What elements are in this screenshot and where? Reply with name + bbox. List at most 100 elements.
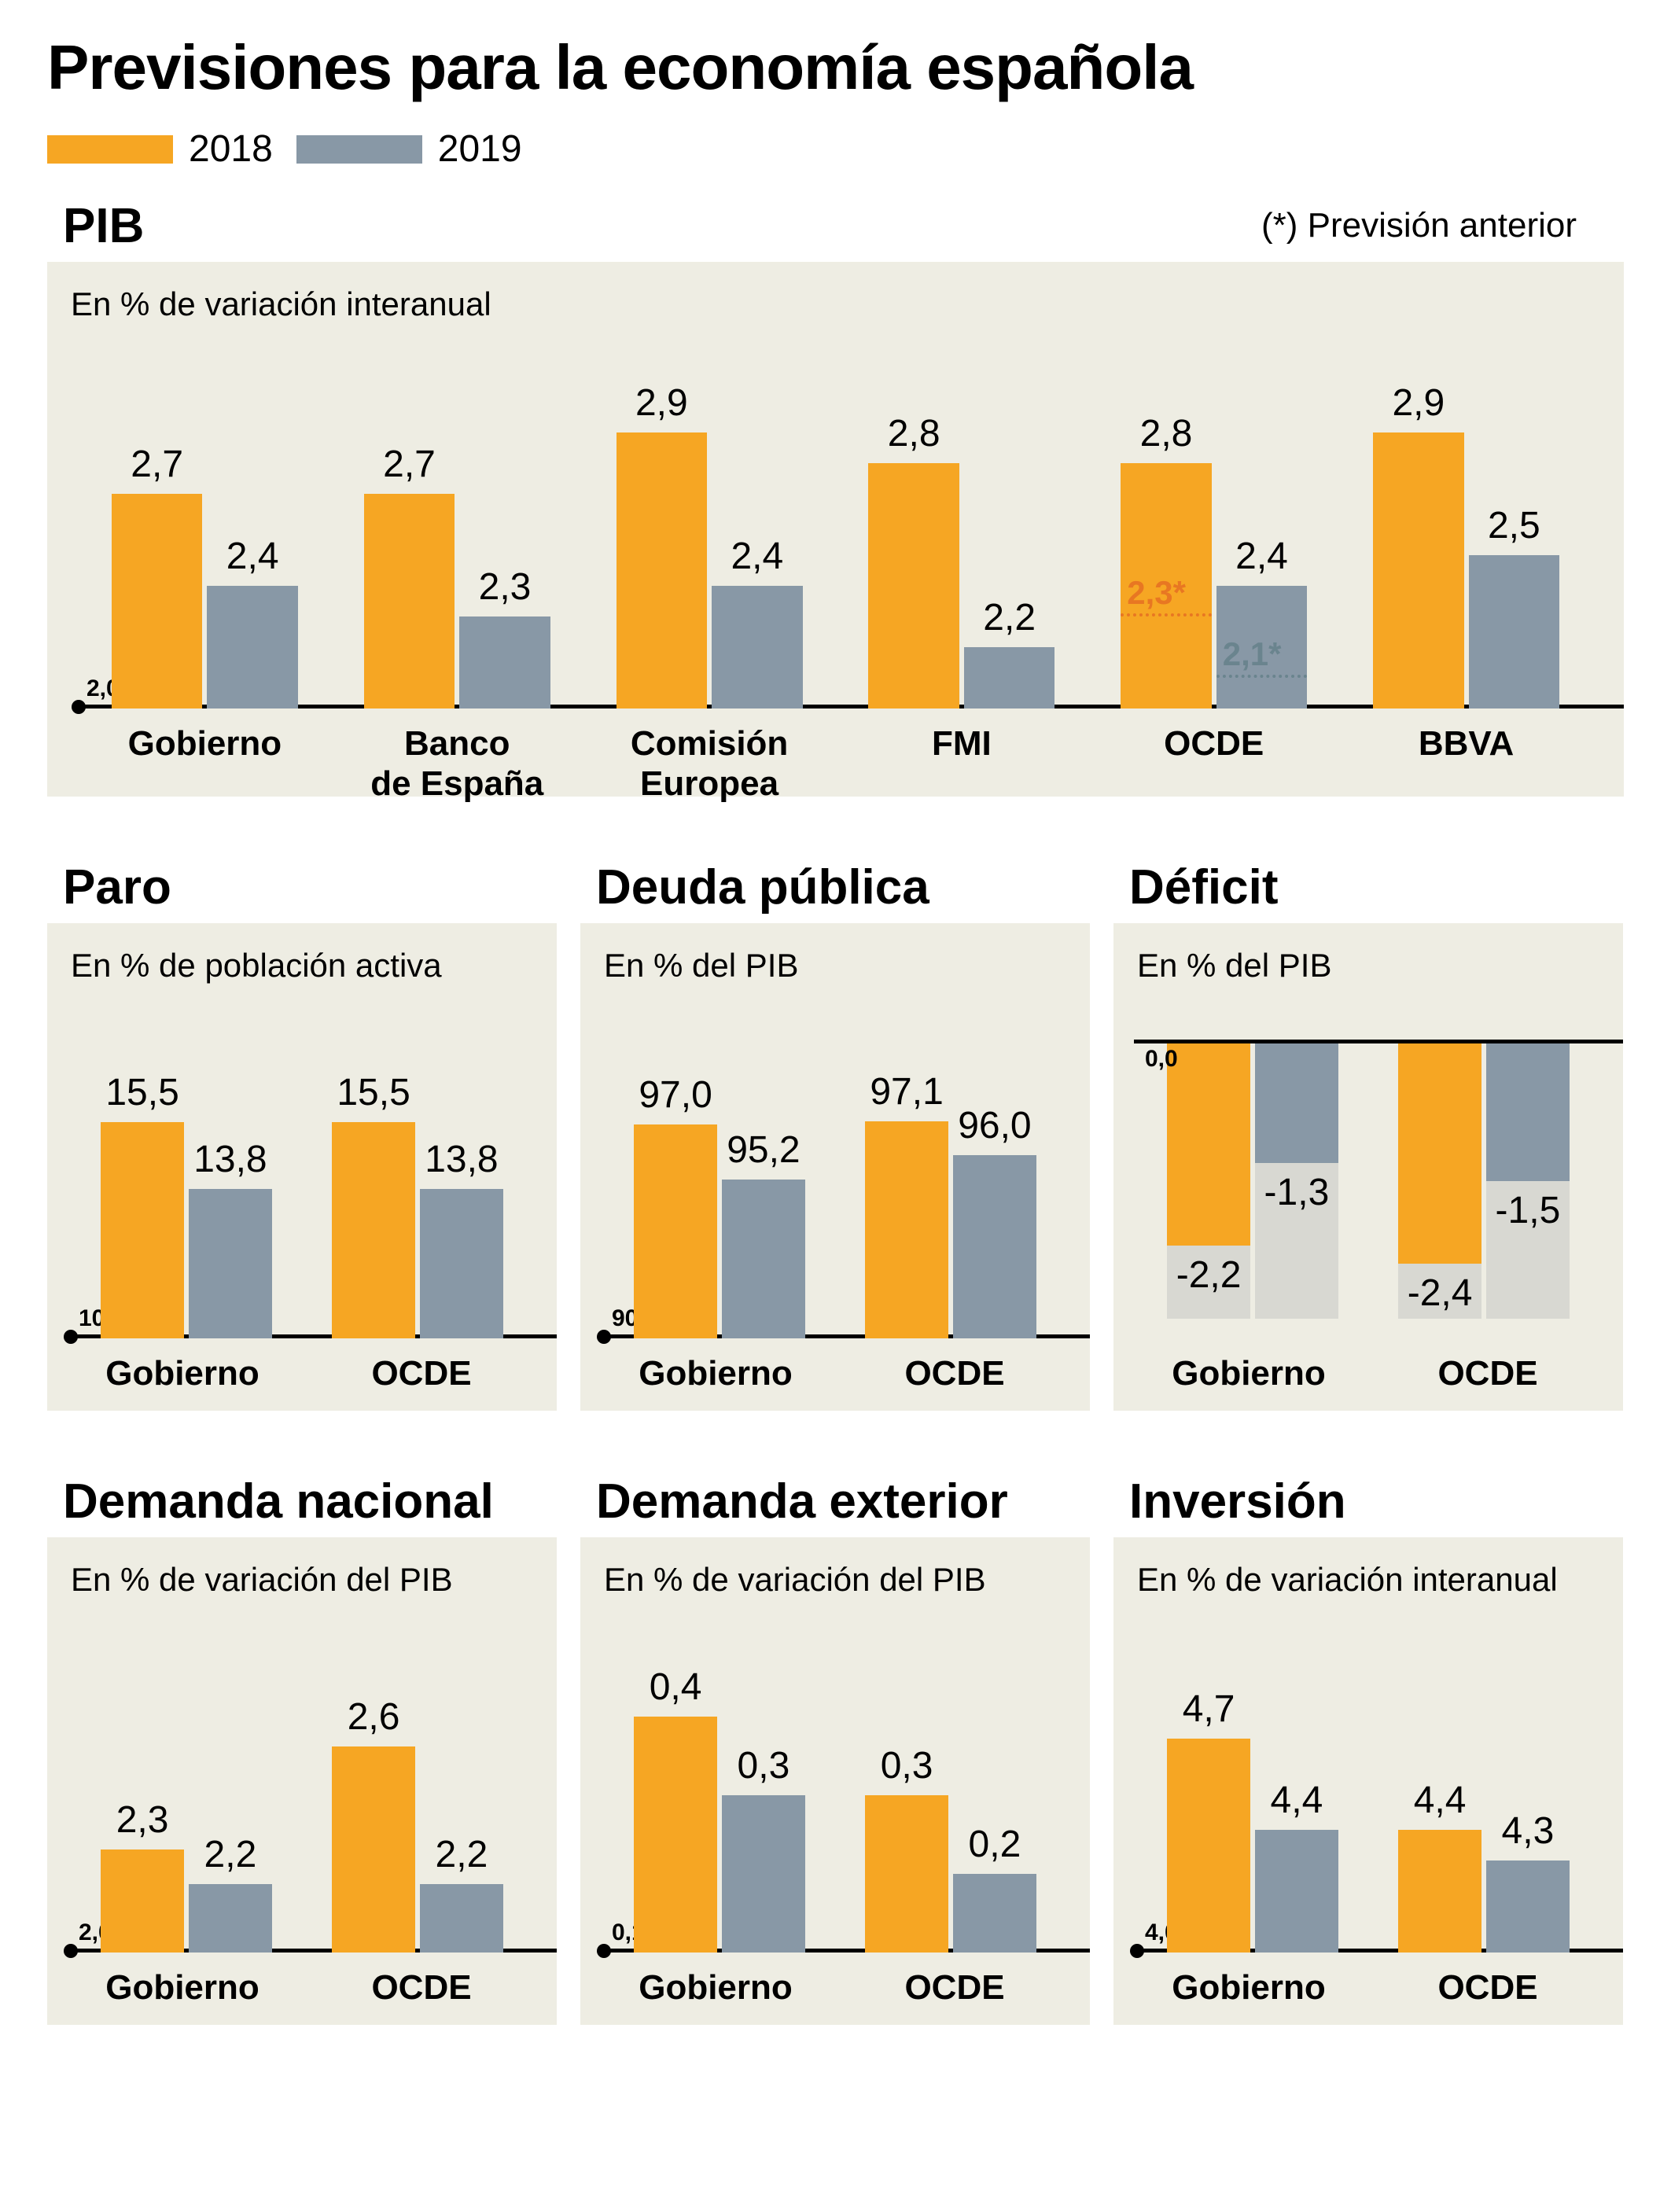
value-label-2019: 4,4 [1239, 1779, 1354, 1822]
dn-title: Demanda nacional [63, 1474, 557, 1529]
value-label-2019: 2,5 [1453, 504, 1576, 547]
value-label-2018: 15,5 [85, 1071, 200, 1114]
axis-line [1134, 1040, 1623, 1043]
category-label: Gobierno [596, 1354, 835, 1394]
axis-origin-dot [597, 1944, 611, 1958]
bar-2018 [1167, 1043, 1250, 1246]
bar-2019 [953, 1874, 1036, 1953]
bar-2018 [1373, 432, 1464, 709]
axis-origin-dot [64, 1944, 78, 1958]
value-label-2018: 2,8 [852, 412, 975, 455]
value-label-2018: 2,8 [1105, 412, 1227, 455]
inv-subtitle: En % de variación interanual [1113, 1537, 1623, 1599]
pib-panel: En % de variación interanual 2,02,72,42,… [47, 262, 1624, 797]
value-label-2019: 13,8 [404, 1138, 519, 1181]
bar-2019 [722, 1180, 805, 1338]
paro-title: Paro [63, 859, 557, 915]
prev-marker-2019 [1216, 675, 1308, 678]
legend-label-2018: 2018 [189, 127, 273, 171]
value-label-2018: 15,5 [316, 1071, 431, 1114]
bar-2019 [953, 1155, 1036, 1338]
top-label: 0,0 [1145, 1046, 1178, 1073]
bar-2018 [865, 1795, 948, 1953]
value-label-2018: 2,9 [1357, 381, 1480, 425]
value-label-2019: 2,3 [444, 565, 566, 609]
legend: 2018 2019 [47, 127, 1624, 171]
deuda-subtitle: En % del PIB [580, 923, 1090, 985]
value-label-2019: 2,4 [1201, 535, 1323, 578]
value-label-2019: 2,4 [696, 535, 819, 578]
axis-origin-dot [1130, 1944, 1144, 1958]
deficit-chart: -2,2-1,3-2,4-1,50,0 [1113, 1008, 1623, 1338]
category-label: Gobierno [79, 724, 331, 804]
category-label: OCDE [302, 1968, 541, 2008]
axis-origin-dot [597, 1330, 611, 1344]
deficit-panel: En % del PIB -2,2-1,3-2,4-1,50,0 Gobiern… [1113, 923, 1623, 1411]
page: Previsiones para la economía española 20… [0, 0, 1671, 2103]
value-label-2018: 2,9 [601, 381, 723, 425]
bar-2019 [964, 647, 1055, 709]
value-label-2019: 2,2 [404, 1833, 519, 1876]
swatch-2019 [296, 135, 422, 164]
bar-2018 [101, 1849, 184, 1953]
value-label-2018: 2,6 [316, 1695, 431, 1739]
deficit-categories: GobiernoOCDE [1113, 1338, 1623, 1394]
legend-label-2019: 2019 [438, 127, 522, 171]
bar-2019 [189, 1189, 272, 1338]
legend-2018: 2018 [47, 127, 273, 171]
bar-2018 [332, 1122, 415, 1338]
dn-panel: En % de variación del PIB 2,02,32,22,62,… [47, 1537, 557, 2025]
de-panel: En % de variación del PIB 0,10,40,30,30,… [580, 1537, 1090, 2025]
bar-2019 [712, 586, 803, 709]
bar-2018 [634, 1124, 717, 1338]
axis-origin-dot [64, 1330, 78, 1344]
category-label: ComisiónEuropea [583, 724, 836, 804]
dn-chart: 2,02,32,22,62,2 [47, 1622, 557, 1953]
bar-2019 [1255, 1043, 1338, 1163]
bar-2019 [1486, 1861, 1570, 1953]
bar-2019 [1469, 555, 1560, 709]
dn-subtitle: En % de variación del PIB [47, 1537, 557, 1599]
bar-2018 [865, 1121, 948, 1338]
value-label-2019: -1,5 [1463, 1189, 1593, 1232]
deficit-title: Déficit [1129, 859, 1623, 915]
category-label: OCDE [1088, 724, 1340, 804]
paro-panel: En % de población activa 10,015,513,815,… [47, 923, 557, 1411]
prev-label-2019: 2,1* [1223, 635, 1282, 673]
category-label: FMI [835, 724, 1088, 804]
deficit-subtitle: En % del PIB [1113, 923, 1623, 985]
category-label: Gobierno [596, 1968, 835, 2008]
inv-panel: En % de variación interanual 4,04,74,44,… [1113, 1537, 1623, 2025]
value-label-2018: 0,3 [849, 1744, 964, 1787]
pib-categories: GobiernoBancode EspañaComisiónEuropeaFMI… [47, 709, 1624, 804]
de-chart: 0,10,40,30,30,2 [580, 1622, 1090, 1953]
value-label-2019: 96,0 [937, 1104, 1052, 1147]
de-title: Demanda exterior [596, 1474, 1090, 1529]
inv-chart: 4,04,74,44,44,3 [1113, 1622, 1623, 1953]
deuda-chart: 90,097,095,297,196,0 [580, 1008, 1090, 1338]
bar-2018 [332, 1746, 415, 1953]
axis-origin-dot [72, 700, 86, 714]
value-label-2019: 0,2 [937, 1823, 1052, 1866]
value-label-2019: 4,3 [1470, 1809, 1585, 1853]
bar-2019 [420, 1884, 503, 1953]
paro-categories: GobiernoOCDE [47, 1338, 557, 1394]
bar-2018 [1167, 1739, 1250, 1953]
bar-2019 [420, 1189, 503, 1338]
dn-categories: GobiernoOCDE [47, 1953, 557, 2008]
value-label-2018: 2,7 [96, 443, 219, 486]
bar-2019 [207, 586, 298, 709]
category-label: Gobierno [1129, 1354, 1368, 1394]
category-label: OCDE [1368, 1354, 1607, 1394]
bar-2018 [112, 494, 203, 709]
inv-title: Inversión [1129, 1474, 1623, 1529]
main-title: Previsiones para la economía española [47, 31, 1624, 104]
pib-subtitle: En % de variación interanual [47, 262, 1624, 323]
value-label-2019: 13,8 [173, 1138, 288, 1181]
bar-2019 [189, 1884, 272, 1953]
bar-2018 [1398, 1830, 1481, 1953]
deuda-categories: GobiernoOCDE [580, 1338, 1090, 1394]
category-label: Gobierno [1129, 1968, 1368, 2008]
value-label-2019: -1,3 [1231, 1171, 1362, 1214]
value-label-2019: 2,4 [191, 535, 314, 578]
